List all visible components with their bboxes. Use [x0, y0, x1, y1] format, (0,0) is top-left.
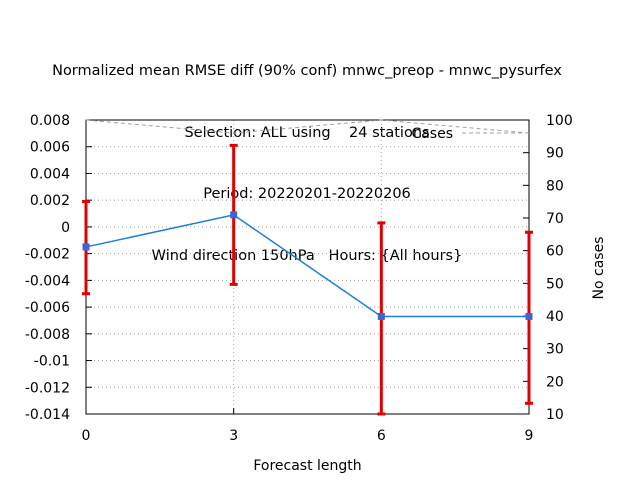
y-tick-label: 0.006 [30, 140, 70, 156]
main-series [82, 211, 533, 320]
y2-tick-label: 10 [546, 407, 564, 423]
y-tick-label: 0.004 [30, 166, 70, 182]
y2-tick-label: 70 [546, 211, 564, 227]
grid [86, 120, 529, 414]
title-line-2: Selection: ALL using 24 stations [184, 124, 430, 141]
y-tick-label: -0.01 [34, 354, 70, 370]
y2-tick-label: 60 [546, 244, 564, 260]
y2-tick-label: 80 [546, 178, 564, 194]
cases-line [85, 119, 530, 134]
x-tick-label: 9 [525, 428, 534, 444]
y2-tick-label: 20 [546, 374, 564, 390]
data-point [525, 312, 533, 320]
y-tick-label: -0.012 [25, 380, 70, 396]
x-axis-label: Forecast length [253, 458, 361, 474]
y2-axis-label: No cases [591, 237, 607, 300]
y-tick-label: -0.014 [25, 407, 70, 423]
y-tick-label: 0.002 [30, 193, 70, 209]
title-line-4: Wind direction 150hPa Hours: {All hours} [151, 247, 463, 264]
y2-tick-label: 30 [546, 342, 564, 358]
plot-frame [85, 119, 530, 415]
y-tick-label: -0.004 [25, 273, 70, 289]
cases-series [85, 119, 530, 134]
y-tick-label: -0.008 [25, 327, 70, 343]
data-point [377, 312, 385, 320]
title-line-3: Period: 20220201-20220206 [203, 186, 411, 202]
y2-tick-label: 90 [546, 146, 564, 162]
chart-title: Normalized mean RMSE diff (90% conf) mnw… [0, 20, 614, 287]
series-line [85, 214, 529, 318]
legend-label-cases: Cases [411, 126, 453, 142]
y-tick-label: -0.006 [25, 300, 70, 316]
y2-tick-label: 40 [546, 309, 564, 325]
x-tick-label: 6 [377, 428, 386, 444]
x-axis-ticks: 0 3 6 9 [82, 408, 534, 444]
error-bars [82, 143, 533, 416]
title-line-1: Normalized mean RMSE diff (90% conf) mnw… [52, 63, 562, 79]
y-tick-label: -0.002 [25, 247, 70, 263]
y2-tick-label: 100 [546, 113, 573, 129]
y-axis-ticks: 0.008 0.006 0.004 0.002 0 -0.002 -0.004 -0.006 -… [25, 113, 92, 423]
y2-tick-label: 50 [546, 276, 564, 292]
y2-axis-ticks: 100 90 80 70 60 50 40 30 20 10 [523, 113, 573, 423]
y-tick-label: 0 [61, 220, 70, 236]
data-point [82, 243, 90, 251]
x-tick-label: 3 [229, 428, 238, 444]
x-tick-label: 0 [82, 428, 91, 444]
y-tick-label: 0.008 [30, 113, 70, 129]
legend: Cases [411, 126, 522, 142]
data-point [230, 211, 238, 219]
